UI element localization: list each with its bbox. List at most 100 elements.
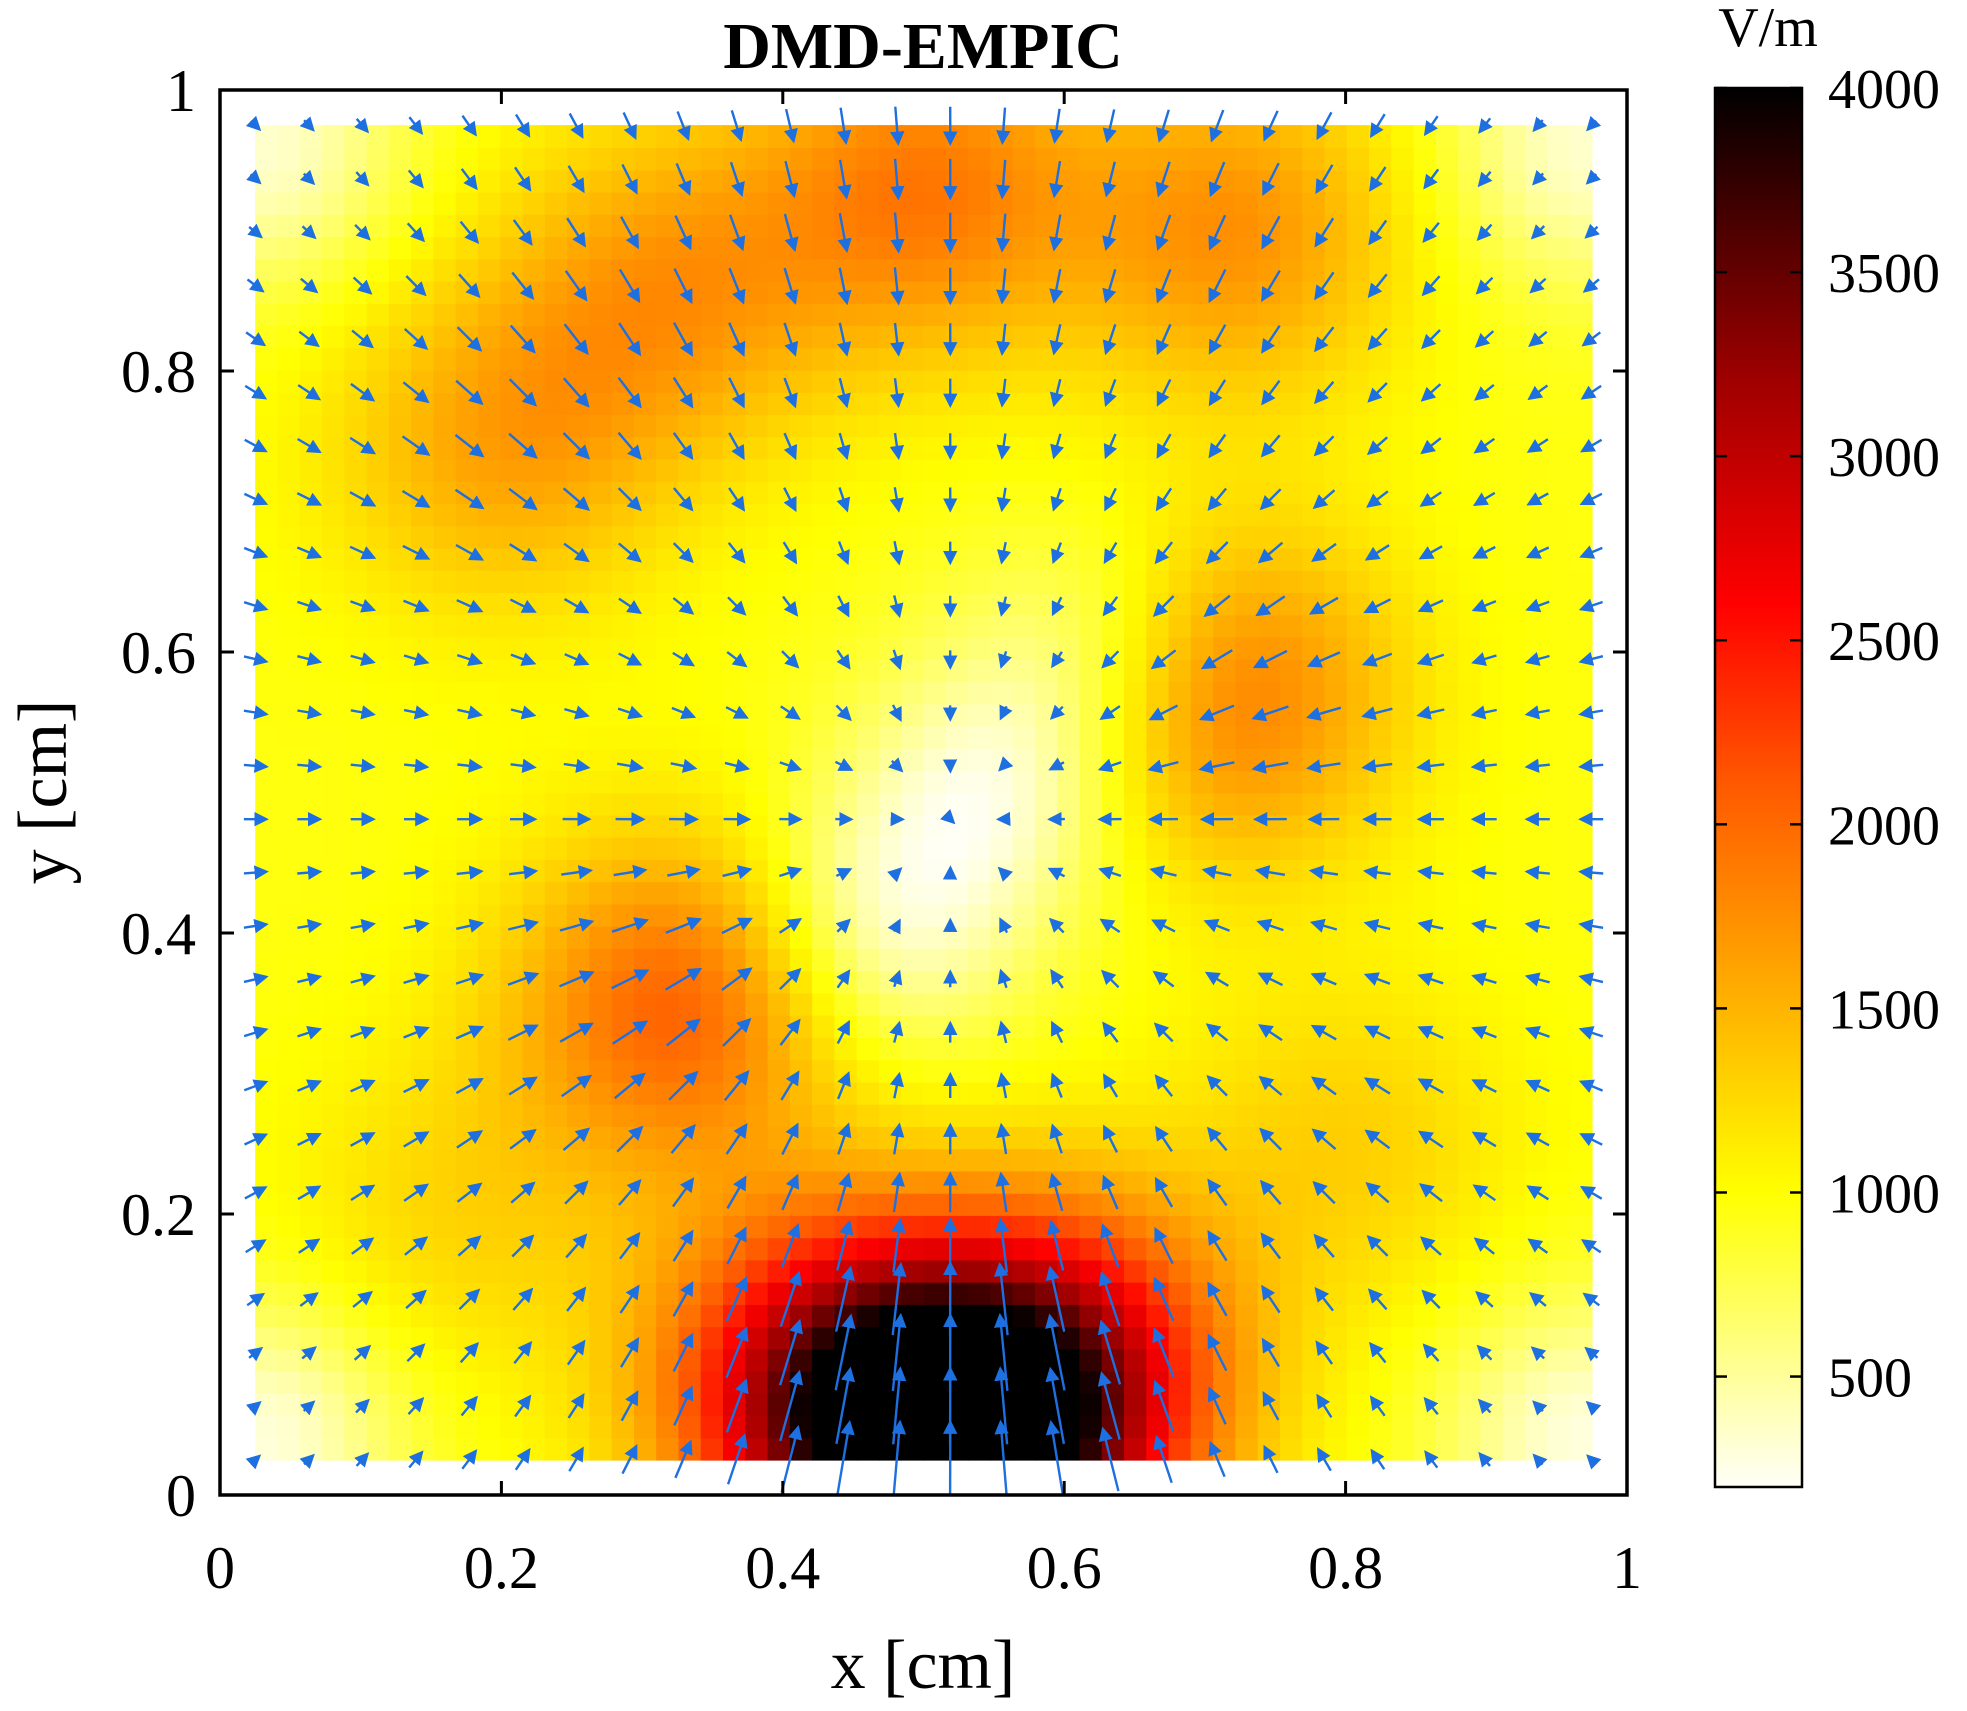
heatmap-cell (1525, 1037, 1549, 1061)
heatmap-cell (1569, 881, 1593, 905)
field-arrow (1586, 115, 1602, 132)
heatmap-cell (1302, 792, 1326, 816)
heatmap-cell (477, 859, 501, 883)
heatmap-cell (1458, 1170, 1482, 1194)
field-arrow (1201, 865, 1232, 880)
field-arrow (350, 972, 376, 987)
heatmap-cell (388, 1281, 412, 1305)
heatmap-cell (1012, 369, 1036, 393)
heatmap-cell (1413, 214, 1437, 238)
heatmap-cell (901, 1326, 925, 1350)
heatmap-cell (834, 614, 858, 638)
heatmap-cell (1435, 970, 1459, 994)
heatmap-cell (633, 236, 657, 260)
heatmap-cell (1168, 481, 1192, 505)
heatmap-cell (477, 970, 501, 994)
heatmap-cell (1213, 881, 1237, 905)
field-arrow (1207, 1333, 1228, 1372)
heatmap-cell (611, 547, 635, 571)
heatmap-cell (745, 1393, 769, 1417)
axes: 0 0.2 0.4 0.6 0.8 100.20.40.60.81 (121, 58, 1642, 1601)
heatmap-cell (255, 659, 279, 682)
heatmap-cell (1346, 414, 1370, 438)
heatmap-cell (366, 1059, 390, 1083)
heatmap-cell (812, 147, 836, 171)
field-arrow (1152, 595, 1175, 618)
heatmap-cell (1034, 414, 1058, 438)
heatmap-cell (500, 748, 524, 771)
heatmap-cell (411, 481, 435, 505)
heatmap-cell (388, 659, 412, 682)
heatmap-cell (1057, 169, 1081, 193)
field-arrow (1154, 541, 1174, 565)
field-arrow (1417, 1078, 1444, 1094)
heatmap-cell (1124, 125, 1148, 149)
heatmap-cell (1346, 1370, 1370, 1394)
heatmap-cell (433, 970, 457, 994)
heatmap-cell (611, 770, 635, 794)
heatmap-cell (455, 1170, 479, 1194)
heatmap-cell (856, 1148, 880, 1172)
heatmap-cell (277, 1170, 301, 1194)
heatmap-cell (1435, 1170, 1459, 1194)
heatmap-cell (1012, 1081, 1036, 1105)
heatmap-cell (1124, 948, 1148, 972)
heatmap-cell (1124, 481, 1148, 505)
field-arrow (665, 917, 703, 934)
field-arrow (890, 106, 905, 146)
heatmap-cell (1435, 547, 1459, 571)
heatmap-cell (255, 1326, 279, 1350)
heatmap-cell (1547, 1015, 1571, 1038)
heatmap-cell (522, 1281, 546, 1305)
heatmap-cell (700, 1304, 724, 1328)
heatmap-cell (1057, 392, 1081, 416)
heatmap-cell (322, 369, 346, 393)
heatmap-cell (834, 525, 858, 549)
field-arrow (511, 1234, 535, 1258)
field-arrow (1050, 487, 1065, 512)
heatmap-cell (923, 1081, 947, 1105)
heatmap-cell (1279, 814, 1303, 838)
heatmap-cell (1569, 547, 1593, 571)
heatmap-cell (477, 1370, 501, 1394)
heatmap-cell (1435, 725, 1459, 749)
heatmap-cell (923, 770, 947, 794)
heatmap-cell (1012, 236, 1036, 260)
heatmap-cell (1213, 1304, 1237, 1328)
heatmap-cell (1146, 1393, 1170, 1417)
heatmap-cell (433, 1237, 457, 1261)
heatmap-cell (1279, 147, 1303, 171)
heatmap-cell (322, 592, 346, 616)
heatmap-cell (1235, 1415, 1259, 1439)
heatmap-cell (968, 814, 992, 838)
heatmap-cell (1435, 903, 1459, 927)
heatmap-cell (1413, 147, 1437, 171)
heatmap-cell (322, 236, 346, 260)
heatmap-cell (1369, 770, 1393, 794)
heatmap-cell (1346, 1215, 1370, 1239)
heatmap-cell (477, 392, 501, 416)
field-arrow (1306, 651, 1341, 668)
heatmap-cell (1525, 881, 1549, 905)
heatmap-cell (477, 1348, 501, 1372)
heatmap-cell (968, 970, 992, 994)
heatmap-cell (1480, 903, 1504, 927)
heatmap-cell (723, 681, 747, 705)
heatmap-cell (388, 592, 412, 616)
heatmap-cell (1213, 191, 1237, 215)
heatmap-cell (1168, 1437, 1192, 1461)
heatmap-cell (789, 970, 813, 994)
heatmap-cell (1168, 347, 1192, 371)
field-arrow (1423, 168, 1440, 190)
heatmap-cell (1435, 814, 1459, 838)
heatmap-cell (1079, 570, 1103, 593)
heatmap-cell (1569, 369, 1593, 393)
heatmap-cell (812, 303, 836, 327)
heatmap-cell (388, 214, 412, 238)
heatmap-cell (522, 1370, 546, 1394)
heatmap-cell (1168, 703, 1192, 727)
heatmap-cell (923, 481, 947, 505)
heatmap-cell (745, 1370, 769, 1394)
heatmap-cell (1547, 169, 1571, 193)
